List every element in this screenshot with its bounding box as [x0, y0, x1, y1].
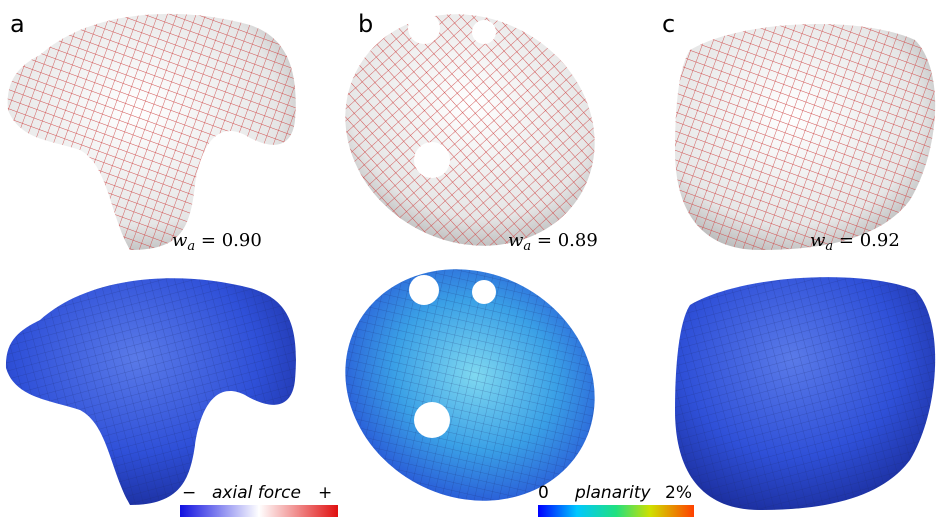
surface-b-planarity — [304, 226, 635, 519]
colorbar — [538, 505, 694, 517]
surface-a — [8, 14, 296, 250]
legend-label: axial force — [212, 483, 301, 503]
legend-max: 2% — [665, 483, 692, 503]
weight-label: wa = 0.90 — [172, 230, 262, 254]
surface-c — [675, 24, 935, 250]
surface-a-force — [6, 278, 296, 505]
legend-label: planarity — [574, 483, 652, 503]
panel-label: c — [662, 10, 675, 38]
weight-label: wa = 0.89 — [508, 230, 598, 254]
panel-label: b — [358, 10, 373, 38]
weight-label: wa = 0.92 — [810, 230, 900, 254]
surface-c-planarity — [675, 277, 935, 510]
figure: a b c wa = 0.90 wa = 0.89 wa = 0.92 − ax… — [0, 0, 942, 519]
panel-label: a — [10, 10, 25, 38]
legend-max: + — [318, 483, 332, 503]
legend-min: − — [182, 483, 196, 503]
colorbar — [180, 505, 338, 517]
legend-min: 0 — [538, 483, 549, 503]
